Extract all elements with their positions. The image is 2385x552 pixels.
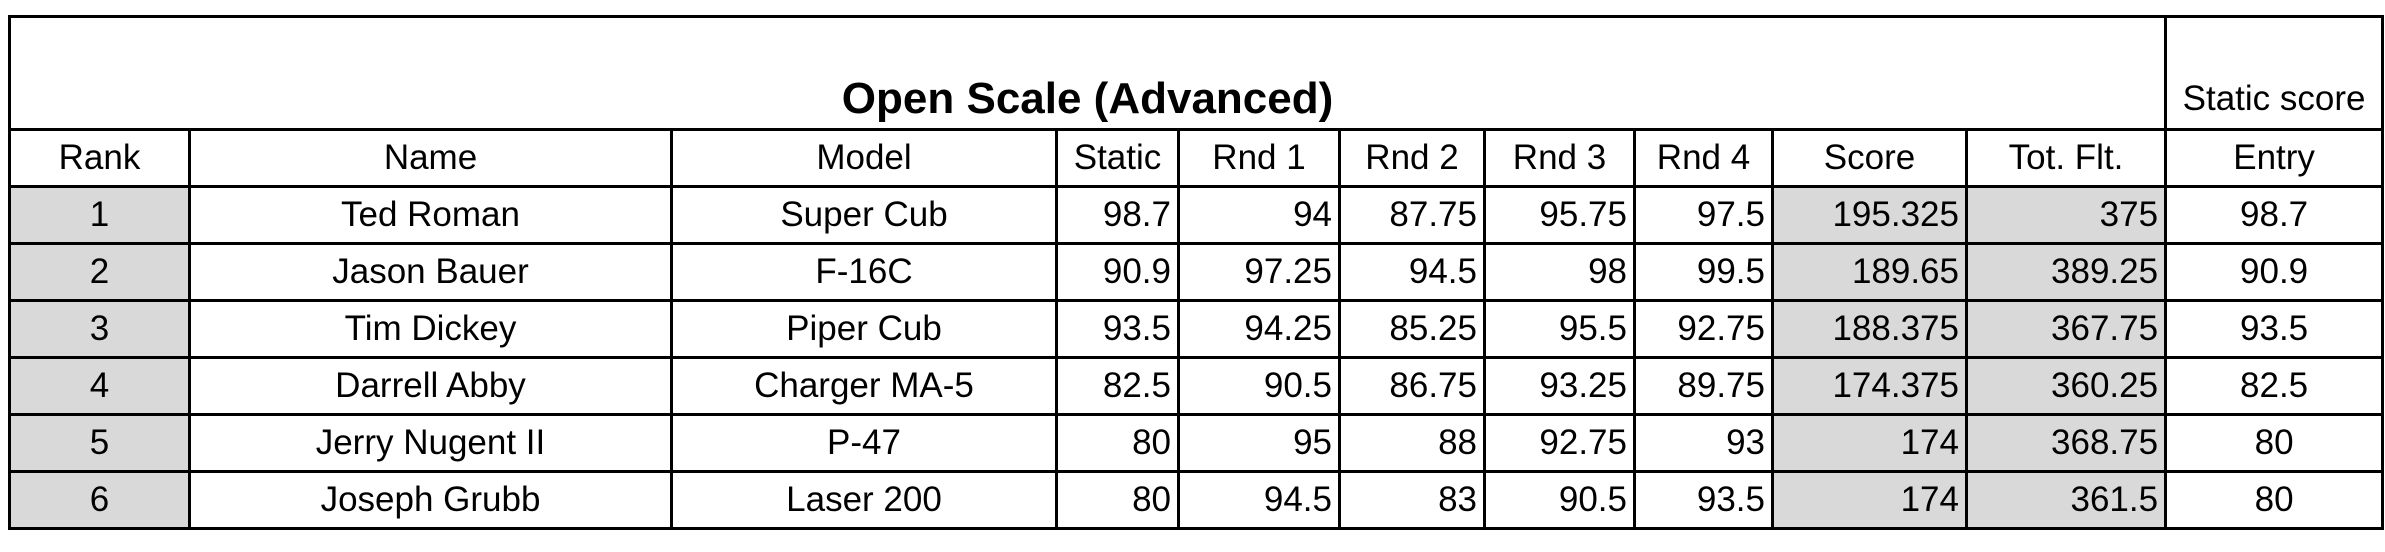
table-cell: 189.65 bbox=[1771, 242, 1968, 302]
table-cell: 174.375 bbox=[1771, 356, 1968, 416]
table-cell: Piper Cub bbox=[670, 299, 1058, 359]
data-row: 5 Jerry Nugent II P-47 80 95 88 92.75 93 174 368.… bbox=[8, 413, 2385, 473]
column-header: Score bbox=[1771, 128, 1968, 188]
table-cell: Laser 200 bbox=[670, 470, 1058, 530]
data-row: 1 Ted Roman Super Cub 98.7 94 87.75 95.75 97.5 1… bbox=[8, 185, 2385, 245]
column-header: Rnd 3 bbox=[1483, 128, 1636, 188]
table-cell: 88 bbox=[1338, 413, 1486, 473]
column-header: Rank bbox=[8, 128, 191, 188]
table-cell: 82.5 bbox=[1055, 356, 1180, 416]
table-cell: 80 bbox=[2164, 413, 2385, 473]
table-cell: 95.75 bbox=[1483, 185, 1636, 245]
table-cell: 93.25 bbox=[1483, 356, 1636, 416]
column-header: Rnd 2 bbox=[1338, 128, 1486, 188]
data-row: 4 Darrell Abby Charger MA-5 82.5 90.5 86.75 93… bbox=[8, 356, 2385, 416]
data-row: 6 Joseph Grubb Laser 200 80 94.5 83 90.5 93.5 17… bbox=[8, 470, 2385, 530]
table-cell: 93.5 bbox=[1633, 470, 1774, 530]
table-cell: 98 bbox=[1483, 242, 1636, 302]
table-cell: 94.5 bbox=[1338, 242, 1486, 302]
table-cell: 99.5 bbox=[1633, 242, 1774, 302]
table-cell: 89.75 bbox=[1633, 356, 1774, 416]
table-cell: 174 bbox=[1771, 413, 1968, 473]
table-cell: 86.75 bbox=[1338, 356, 1486, 416]
table-cell: Jerry Nugent II bbox=[188, 413, 673, 473]
table-cell: 98.7 bbox=[2164, 185, 2385, 245]
column-header: Tot. Flt. bbox=[1964, 128, 2168, 188]
table-cell: P-47 bbox=[670, 413, 1058, 473]
table-cell: 1 bbox=[8, 185, 191, 245]
table-cell: 174 bbox=[1771, 470, 1968, 530]
table-cell: Jason Bauer bbox=[188, 242, 673, 302]
table-cell: 80 bbox=[1055, 470, 1180, 530]
score-table: Open Scale (Advanced) Static score Rank N… bbox=[7, 15, 2385, 530]
table-cell: 85.25 bbox=[1338, 299, 1486, 359]
table-cell: 98.7 bbox=[1055, 185, 1180, 245]
table-cell: 375 bbox=[1964, 185, 2168, 245]
table-cell: 2 bbox=[8, 242, 191, 302]
table-cell: 3 bbox=[8, 299, 191, 359]
table-cell: 361.5 bbox=[1964, 470, 2168, 530]
table-cell: 94 bbox=[1177, 185, 1341, 245]
table-cell: 92.75 bbox=[1633, 299, 1774, 359]
table-cell: 80 bbox=[2164, 470, 2385, 530]
table-cell: 360.25 bbox=[1964, 356, 2168, 416]
table-cell: 90.9 bbox=[1055, 242, 1180, 302]
column-header: Entry bbox=[2164, 128, 2385, 188]
table-cell: 97.25 bbox=[1177, 242, 1341, 302]
column-header: Name bbox=[188, 128, 673, 188]
table-cell: 389.25 bbox=[1964, 242, 2168, 302]
column-header: Static bbox=[1055, 128, 1180, 188]
table-cell: Super Cub bbox=[670, 185, 1058, 245]
table-body: Open Scale (Advanced) Static score Rank N… bbox=[7, 15, 2385, 530]
table-cell: 87.75 bbox=[1338, 185, 1486, 245]
title-row: Open Scale (Advanced) Static score bbox=[7, 15, 2385, 131]
column-header: Rnd 4 bbox=[1633, 128, 1774, 188]
table-cell: Joseph Grubb bbox=[188, 470, 673, 530]
table-cell: 80 bbox=[1055, 413, 1180, 473]
column-header: Model bbox=[670, 128, 1058, 188]
table-cell: 97.5 bbox=[1633, 185, 1774, 245]
data-row: 2 Jason Bauer F-16C 90.9 97.25 94.5 98 99.5 189.… bbox=[8, 242, 2385, 302]
table-cell: 95.5 bbox=[1483, 299, 1636, 359]
table-cell: Ted Roman bbox=[188, 185, 673, 245]
table-cell: Tim Dickey bbox=[188, 299, 673, 359]
table-cell: 93 bbox=[1633, 413, 1774, 473]
table-cell: 367.75 bbox=[1964, 299, 2168, 359]
table-cell: 93.5 bbox=[2164, 299, 2385, 359]
table-cell: 94.25 bbox=[1177, 299, 1341, 359]
table-cell: 90.5 bbox=[1483, 470, 1636, 530]
table-cell: Darrell Abby bbox=[188, 356, 673, 416]
table-cell: 90.9 bbox=[2164, 242, 2385, 302]
table-cell: 368.75 bbox=[1964, 413, 2168, 473]
table-title: Open Scale (Advanced) bbox=[7, 15, 2168, 131]
table-cell: Charger MA-5 bbox=[670, 356, 1058, 416]
table-cell: 92.75 bbox=[1483, 413, 1636, 473]
table-cell: 5 bbox=[8, 413, 191, 473]
column-header: Static score bbox=[2164, 15, 2385, 131]
data-row: 3 Tim Dickey Piper Cub 93.5 94.25 85.25 95.5 92… bbox=[8, 299, 2385, 359]
table-cell: 6 bbox=[8, 470, 191, 530]
table-cell: F-16C bbox=[670, 242, 1058, 302]
table-cell: 95 bbox=[1177, 413, 1341, 473]
table-cell: 90.5 bbox=[1177, 356, 1341, 416]
table-cell: 4 bbox=[8, 356, 191, 416]
table-cell: 82.5 bbox=[2164, 356, 2385, 416]
table-cell: 195.325 bbox=[1771, 185, 1968, 245]
table-cell: 93.5 bbox=[1055, 299, 1180, 359]
table-cell: 83 bbox=[1338, 470, 1486, 530]
table-cell: 94.5 bbox=[1177, 470, 1341, 530]
table-cell: 188.375 bbox=[1771, 299, 1968, 359]
column-header: Rnd 1 bbox=[1177, 128, 1341, 188]
